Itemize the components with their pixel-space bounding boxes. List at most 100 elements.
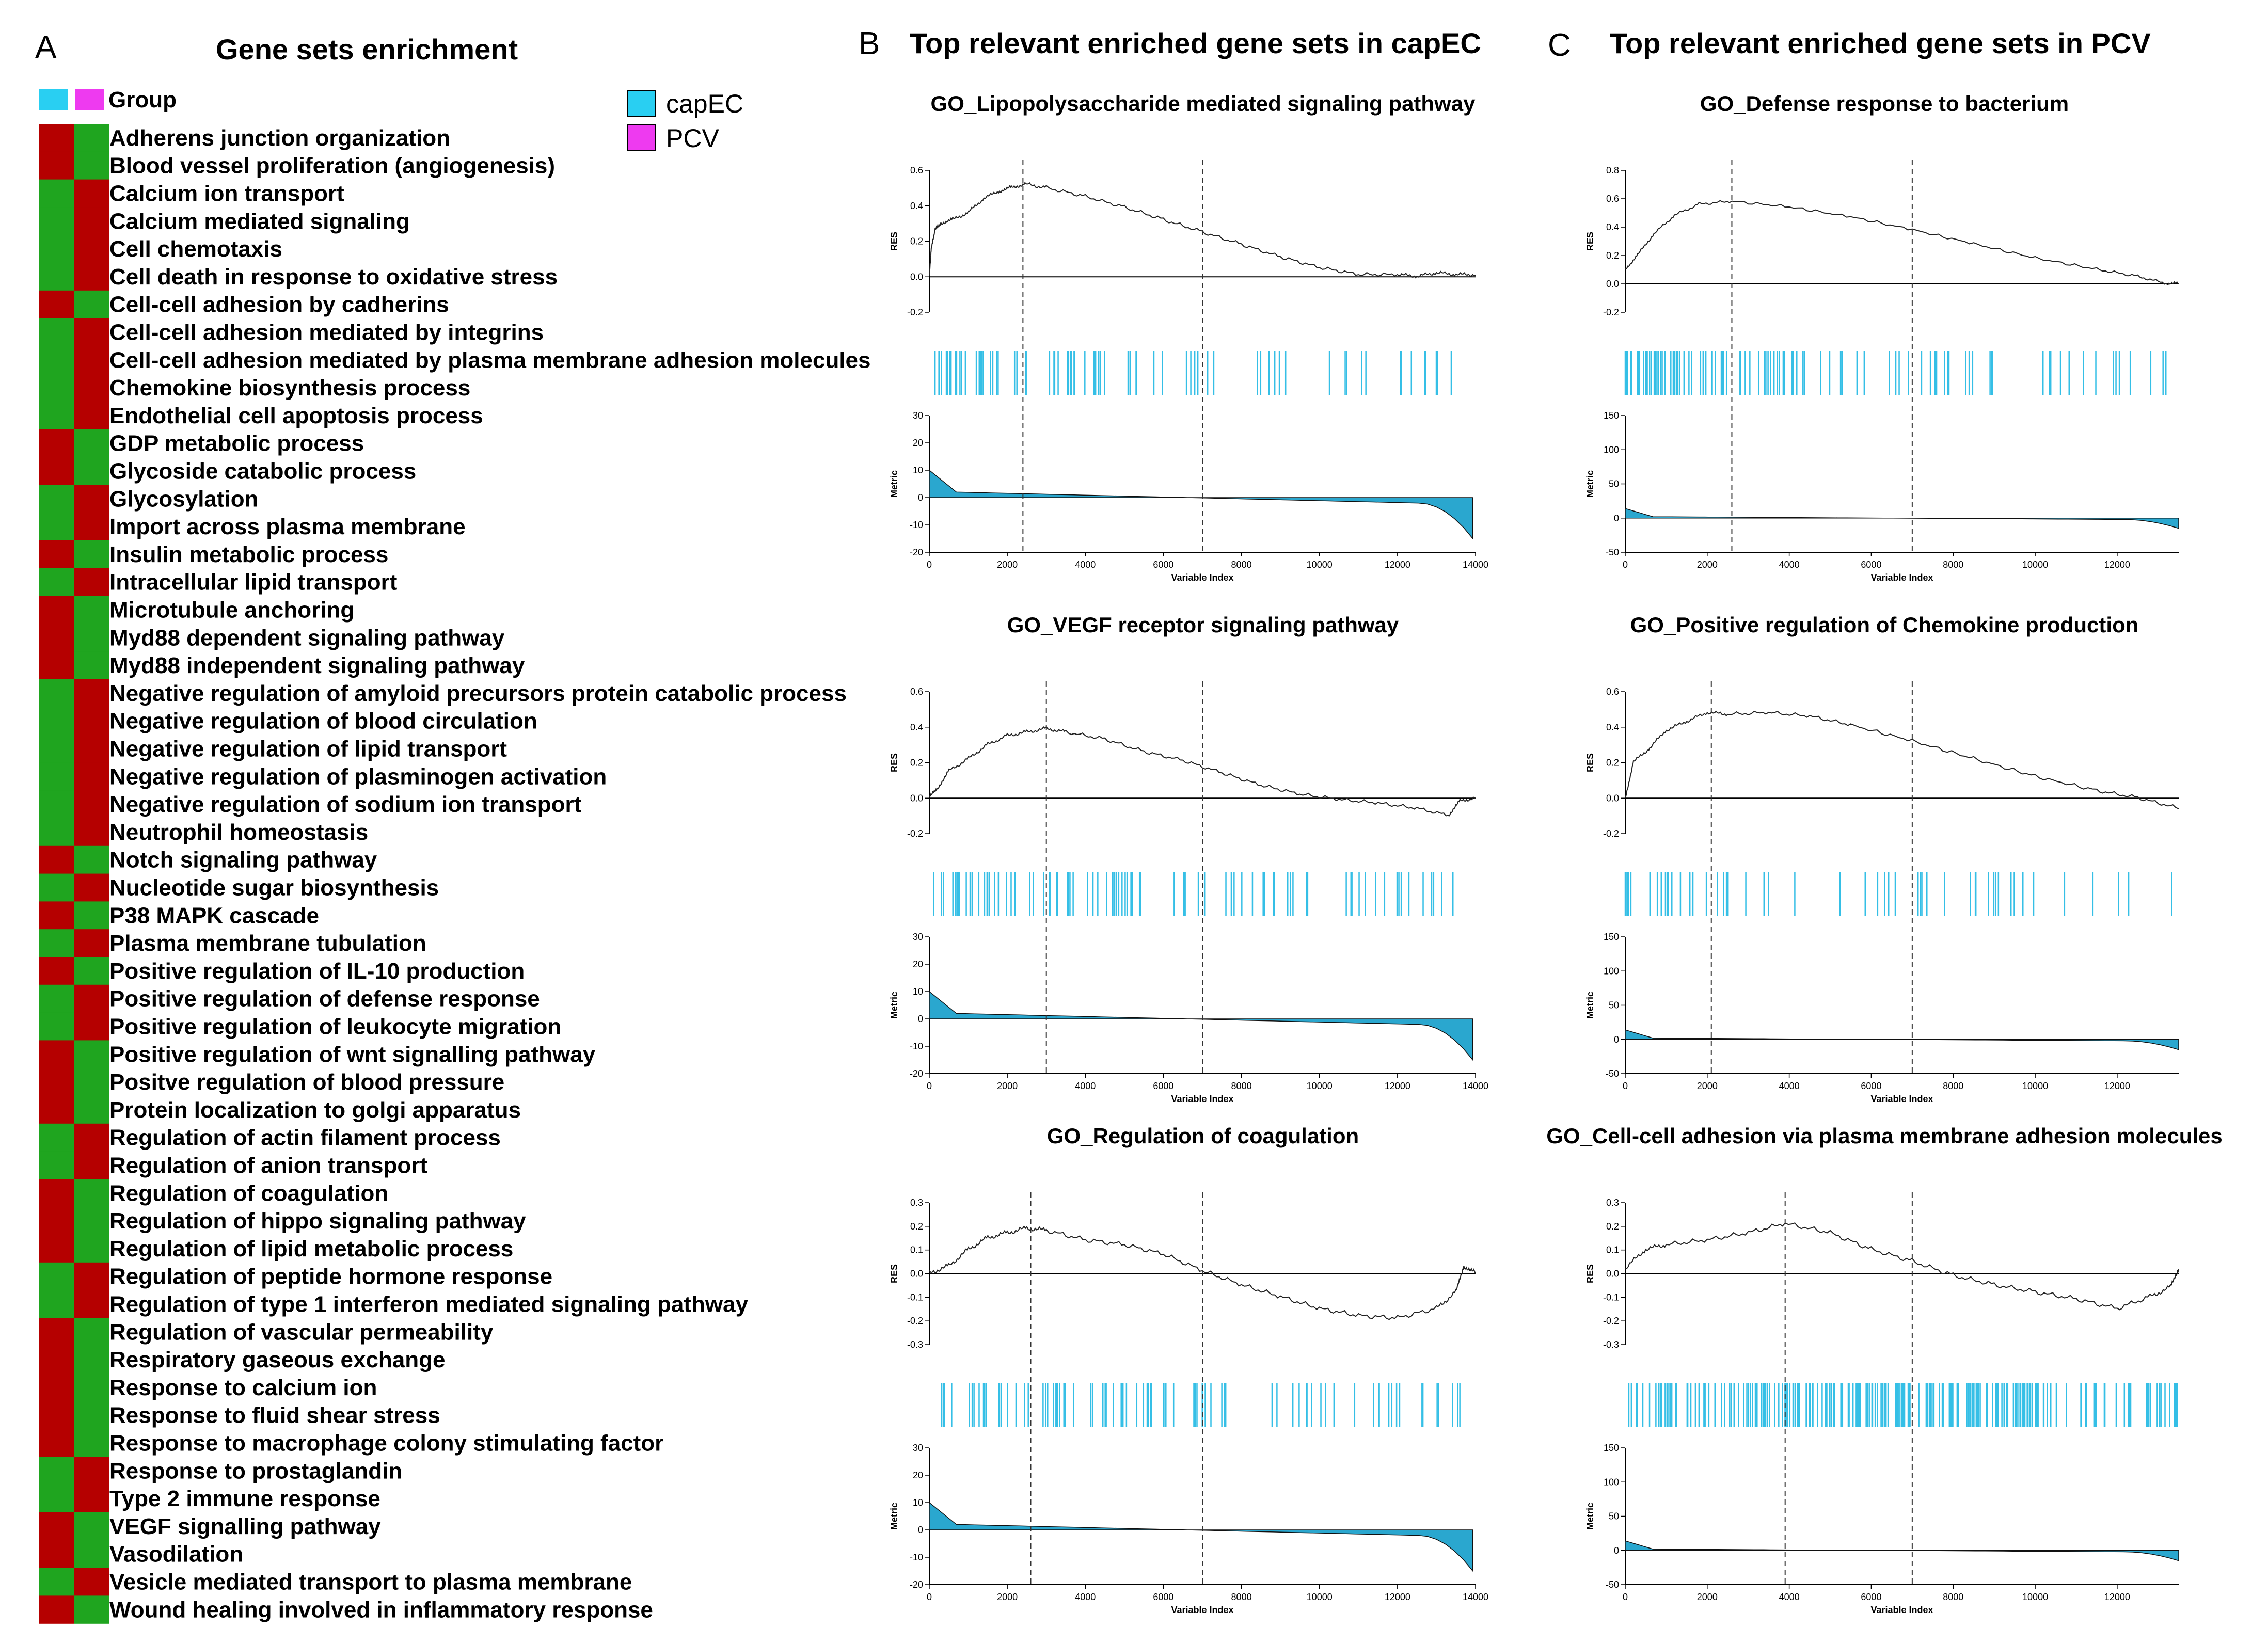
res-tick-label: 0.3 <box>910 1198 923 1208</box>
metric-tick-label: -10 <box>910 520 923 530</box>
heatmap-cell-capec <box>39 1290 74 1318</box>
x-tick-label: 2000 <box>997 1592 1018 1602</box>
gsea-plots: GO_Lipopolysaccharide mediated signaling… <box>889 91 2223 1615</box>
metric-tick-label: 150 <box>1604 410 1619 421</box>
heatmap-cell-pcv <box>74 901 109 930</box>
heatmap-cell-capec <box>39 346 74 374</box>
metric-tick-label: 0 <box>1614 513 1619 523</box>
metric-tick-label: -50 <box>1606 1068 1619 1079</box>
heatmap-cell-capec <box>39 1346 74 1374</box>
x-tick-label: 10000 <box>2022 1081 2048 1091</box>
heatmap-row-label: Chemokine biosynthesis process <box>109 375 470 401</box>
metric-tick-label: -20 <box>910 1579 923 1590</box>
metric-tick-label: -10 <box>910 1041 923 1051</box>
heatmap-cell-capec <box>39 124 74 152</box>
heatmap-row-label: VEGF signalling pathway <box>109 1514 381 1539</box>
heatmap-cell-capec <box>39 1151 74 1179</box>
x-tick-label: 12000 <box>2104 1592 2130 1602</box>
heatmap-row-label: Regulation of peptide hormone response <box>109 1264 552 1289</box>
heatmap-row-label: Positve regulation of blood pressure <box>109 1070 504 1095</box>
heatmap-cell-capec <box>39 679 74 708</box>
res-tick-label: 0.4 <box>910 201 923 211</box>
res-curve <box>1625 1222 2179 1311</box>
res-tick-label: 0.4 <box>1606 222 1619 232</box>
heatmap-cell-capec <box>39 263 74 291</box>
metric-tick-label: -50 <box>1606 1579 1619 1590</box>
heatmap-cell-pcv <box>74 679 109 708</box>
metric-tick-label: 30 <box>913 932 923 942</box>
heatmap-row-label: Response to prostaglandin <box>109 1458 402 1483</box>
heatmap-cell-capec <box>39 179 74 208</box>
res-tick-label: 0.1 <box>910 1245 923 1255</box>
x-tick-label: 8000 <box>1943 1592 1963 1602</box>
res-tick-label: 0.6 <box>1606 194 1619 204</box>
heatmap-cell-capec <box>39 1096 74 1124</box>
x-tick-label: 4000 <box>1075 560 1096 570</box>
plot-title: GO_Positive regulation of Chemokine prod… <box>1630 613 2139 637</box>
x-tick-label: 10000 <box>1307 1081 1333 1091</box>
heatmap-cell-capec <box>39 901 74 930</box>
heatmap-row-label: Negative regulation of blood circulation <box>109 709 537 734</box>
heatmap-row-label: Response to fluid shear stress <box>109 1403 440 1428</box>
res-tick-label: 0.2 <box>910 758 923 768</box>
heatmap-cell-pcv <box>74 1290 109 1318</box>
x-tick-label: 10000 <box>2022 1592 2048 1602</box>
heatmap-row-label: Microtubule anchoring <box>109 598 354 623</box>
res-tick-label: -0.2 <box>907 1316 923 1326</box>
heatmap-row-label: Positive regulation of wnt signalling pa… <box>109 1042 596 1067</box>
heatmap-cell-pcv <box>74 1318 109 1346</box>
heatmap-cell-capec <box>39 762 74 791</box>
plot-title: GO_Cell-cell adhesion via plasma membran… <box>1546 1124 2223 1148</box>
heatmap-cell-capec <box>39 1318 74 1346</box>
heatmap-cell-pcv <box>74 1068 109 1096</box>
heatmap-cell-capec <box>39 984 74 1013</box>
plot-title: GO_Lipopolysaccharide mediated signaling… <box>931 91 1476 116</box>
heatmap-cell-pcv <box>74 568 109 597</box>
heatmap-cell-capec <box>39 513 74 541</box>
heatmap-cell-pcv <box>74 1096 109 1124</box>
metric-tick-label: 100 <box>1604 444 1619 455</box>
heatmap-cell-pcv <box>74 1012 109 1041</box>
heatmap-cell-capec <box>39 735 74 763</box>
res-tick-label: -0.1 <box>1603 1292 1619 1302</box>
heatmap-row-label: Glycosylation <box>109 486 259 512</box>
x-axis-label: Variable Index <box>1171 572 1233 583</box>
group-swatch-pcv <box>75 89 104 110</box>
heatmap-cell-pcv <box>74 707 109 736</box>
metric-axis-label: Metric <box>1585 470 1595 498</box>
heatmap-cell-pcv <box>74 1346 109 1374</box>
res-axis-label: RES <box>889 1264 899 1283</box>
heatmap-cell-capec <box>39 790 74 819</box>
heatmap-cell-pcv <box>74 735 109 763</box>
heatmap-row-label: Regulation of hippo signaling pathway <box>109 1208 526 1234</box>
heatmap-row-label: Regulation of type 1 interferon mediated… <box>109 1292 749 1317</box>
res-tick-label: 0.0 <box>1606 1269 1619 1279</box>
heatmap-row-label: Calcium ion transport <box>109 181 344 206</box>
heatmap-cell-pcv <box>74 1151 109 1179</box>
heatmap-row-label: GDP metabolic process <box>109 431 364 456</box>
res-axis-label: RES <box>889 753 899 772</box>
x-tick-label: 12000 <box>2104 560 2130 570</box>
heatmap-cell-capec <box>39 402 74 430</box>
heatmap-cell-capec <box>39 929 74 957</box>
heatmap-cell-capec <box>39 1568 74 1596</box>
x-axis-label: Variable Index <box>1171 1605 1233 1615</box>
x-tick-label: 0 <box>927 1592 932 1602</box>
metric-tick-label: 0 <box>1614 1545 1619 1556</box>
heatmap-cell-pcv <box>74 1374 109 1402</box>
heatmap-cell-pcv <box>74 984 109 1013</box>
panel-letter-b: B <box>859 26 880 61</box>
x-tick-label: 6000 <box>1153 1592 1173 1602</box>
heatmap-cell-pcv <box>74 957 109 985</box>
heatmap-cell-capec <box>39 957 74 985</box>
heatmap-cell-capec <box>39 596 74 624</box>
heatmap-row-label: Protein localization to golgi apparatus <box>109 1097 521 1123</box>
heatmap-row-label: Regulation of vascular permeability <box>109 1319 494 1345</box>
metric-tick-label: 20 <box>913 959 923 969</box>
metric-tick-label: -20 <box>910 547 923 557</box>
heatmap-cell-capec <box>39 1207 74 1235</box>
x-tick-label: 8000 <box>1231 1592 1252 1602</box>
x-tick-label: 14000 <box>1463 1592 1488 1602</box>
heatmap-cell-capec <box>39 235 74 263</box>
